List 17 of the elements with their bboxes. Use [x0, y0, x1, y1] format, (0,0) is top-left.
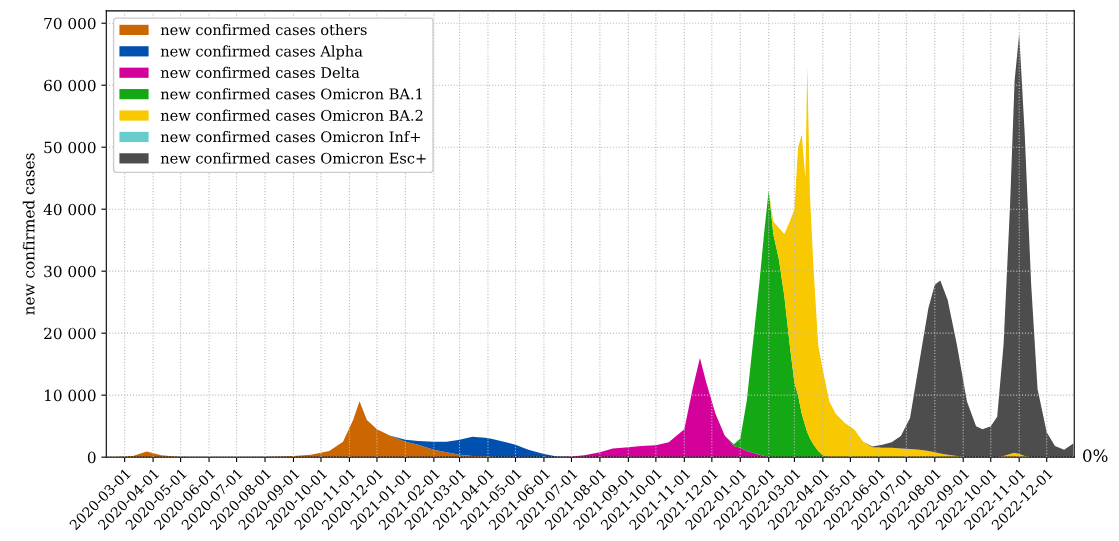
y-tick-label: 30 000: [44, 265, 96, 278]
legend-label: new confirmed cases Omicron BA.1: [160, 88, 422, 100]
y-tick-label: 50 000: [44, 141, 96, 154]
y-tick-label: 60 000: [44, 79, 96, 92]
y-tick-label: 20 000: [44, 327, 96, 340]
y-tick-label: 70 000: [44, 17, 96, 30]
legend-label: new confirmed cases Alpha: [160, 45, 363, 60]
y-tick-label: 0: [87, 451, 96, 464]
legend-label: new confirmed cases Omicron BA.2: [160, 109, 423, 121]
legend-label: new confirmed cases Delta: [160, 66, 360, 79]
legend-label: new confirmed cases others: [160, 23, 367, 36]
y-tick-label: 10 000: [44, 389, 96, 402]
legend-label: new confirmed cases Omicron Inf+: [160, 130, 420, 143]
text: 0%: [1083, 449, 1108, 462]
legend-label: new confirmed cases Omicron Esc+: [160, 152, 426, 164]
y-tick-label: 40 000: [43, 203, 96, 216]
y-axis-title: new confirmed cases: [22, 153, 35, 315]
